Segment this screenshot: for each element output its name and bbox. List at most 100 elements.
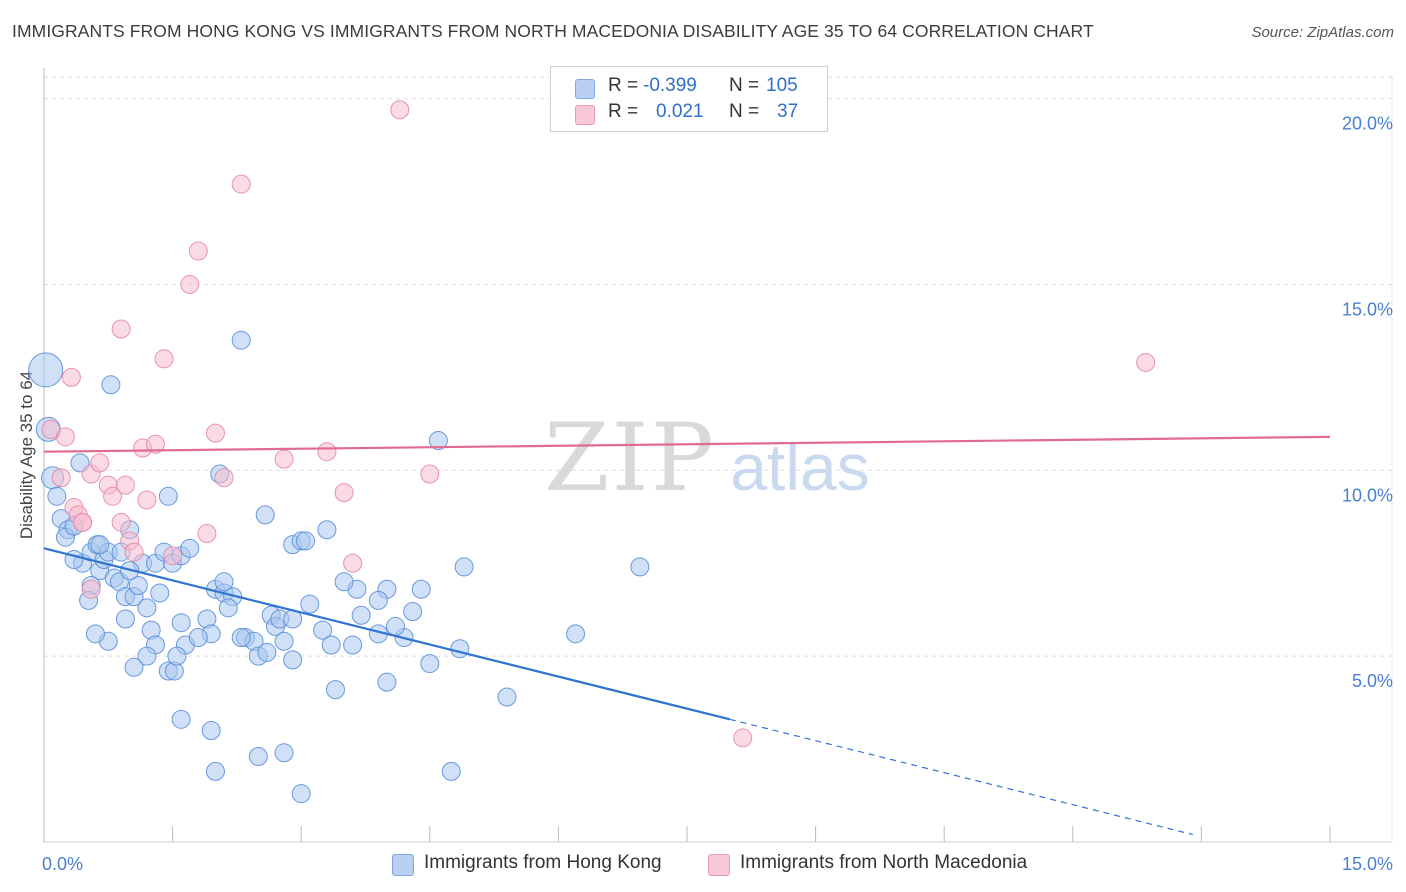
stats-legend: R = -0.399 N = 105 R = 0.021 N = 37 (550, 66, 828, 132)
data-point (283, 650, 303, 670)
data-point (428, 431, 448, 451)
data-point (300, 594, 320, 614)
data-point (124, 657, 144, 677)
trendline-hong-kong-extension (729, 718, 1193, 836)
data-point (231, 330, 251, 350)
data-point (343, 635, 363, 655)
legend-n-label: N = (729, 75, 760, 96)
data-point (317, 442, 337, 462)
data-point (454, 557, 474, 577)
series-hong-kong (28, 330, 650, 804)
data-point (231, 628, 251, 648)
y-tick-label: 10.0% (1342, 485, 1393, 505)
data-point (150, 583, 170, 603)
watermark-atlas: atlas (730, 430, 869, 504)
data-point (85, 624, 105, 644)
watermark: ZIP atlas (544, 404, 870, 513)
data-point (420, 464, 440, 484)
data-point (154, 349, 174, 369)
chart-title: IMMIGRANTS FROM HONG KONG VS IMMIGRANTS … (12, 21, 1094, 41)
legend-n-value: 37 (777, 101, 799, 122)
data-point (386, 616, 406, 636)
data-point (411, 579, 431, 599)
trend-lines (43, 435, 1331, 836)
data-point (313, 620, 333, 640)
data-point (403, 602, 423, 622)
data-point (334, 572, 354, 592)
data-point (90, 535, 110, 555)
data-point (101, 375, 121, 395)
data-point (171, 709, 191, 729)
data-point (351, 605, 371, 625)
data-point (566, 624, 586, 644)
data-point (61, 367, 81, 387)
data-point (257, 642, 277, 662)
data-point (205, 423, 225, 443)
data-point (180, 538, 200, 558)
data-point (1136, 352, 1156, 372)
data-point (145, 434, 165, 454)
watermark-zip: ZIP (544, 404, 716, 513)
bottom-legend-swatch-pink (708, 854, 730, 876)
data-point (28, 352, 64, 388)
data-point (73, 512, 93, 532)
data-point (124, 542, 144, 562)
data-point (377, 672, 397, 692)
data-point (111, 512, 131, 532)
data-point (231, 174, 251, 194)
data-point (111, 319, 131, 339)
data-point (274, 743, 294, 763)
data-point (55, 427, 75, 447)
data-point (733, 728, 753, 748)
legend-n-value: 105 (766, 75, 798, 96)
y-tick-label: 20.0% (1342, 114, 1393, 134)
data-point (343, 553, 363, 573)
data-point (115, 475, 135, 495)
data-point (295, 531, 315, 551)
legend-r-label: R = (608, 101, 639, 122)
data-point (255, 505, 275, 525)
legend-swatch-pink (575, 105, 595, 125)
data-point (81, 579, 101, 599)
trendline-hong-kong (43, 547, 731, 721)
data-point (51, 468, 71, 488)
data-point (188, 241, 208, 261)
bottom-legend-label: Immigrants from Hong Kong (424, 852, 662, 873)
data-point (214, 468, 234, 488)
data-point (163, 546, 183, 566)
legend-r-value: -0.399 (643, 75, 697, 96)
x-tick-label: 15.0% (1342, 854, 1393, 874)
data-point (274, 631, 294, 651)
source-credit: Source: ZipAtlas.com (1251, 24, 1394, 41)
y-tick-label: 15.0% (1342, 299, 1393, 319)
data-point (128, 576, 148, 596)
data-point (214, 572, 234, 592)
data-point (291, 784, 311, 804)
data-point (497, 687, 517, 707)
bottom-legend-swatch-blue (392, 854, 414, 876)
bottom-legend-label: Immigrants from North Macedonia (740, 852, 1028, 873)
trendline-north-macedonia (43, 435, 1331, 453)
legend-n-label: N = (729, 101, 760, 122)
data-point (137, 490, 157, 510)
data-point (47, 486, 67, 506)
y-tick-label: 5.0% (1352, 671, 1393, 691)
data-point (441, 761, 461, 781)
data-point (274, 449, 294, 469)
data-point (321, 635, 341, 655)
data-point (201, 720, 221, 740)
tick-labels: 5.0% 10.0% 15.0% 20.0% 0.0% 15.0% (42, 114, 1393, 874)
data-point (368, 590, 388, 610)
data-point (103, 486, 123, 506)
data-point (218, 598, 238, 618)
data-point (325, 680, 345, 700)
legend-r-value: 0.021 (656, 101, 704, 122)
data-point (334, 483, 354, 503)
data-point (167, 646, 187, 666)
data-point (90, 453, 110, 473)
axes (43, 68, 1392, 843)
data-point (188, 628, 208, 648)
data-point (171, 613, 191, 633)
data-point (630, 557, 650, 577)
